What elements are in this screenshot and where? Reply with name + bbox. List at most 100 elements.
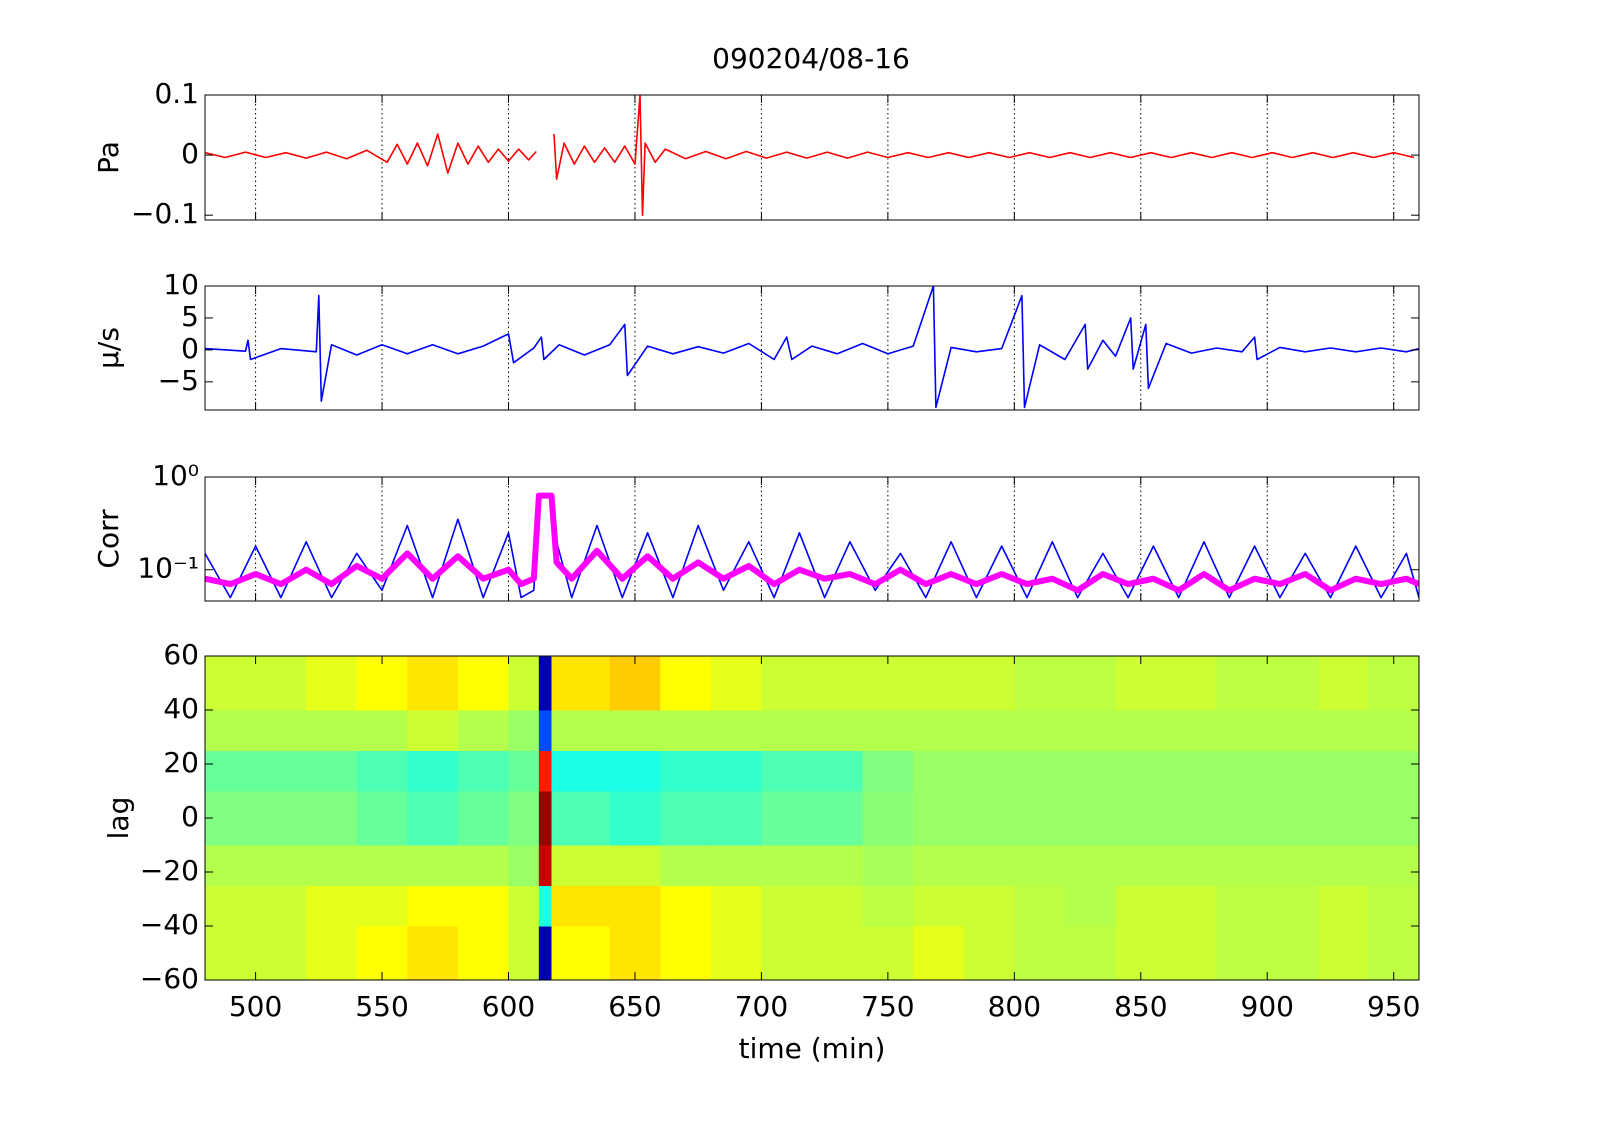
- heatmap-cell: [538, 750, 552, 792]
- heatmap-cell: [255, 885, 307, 927]
- heatmap-cell: [812, 885, 864, 927]
- heatmap-cell: [551, 656, 611, 711]
- heatmap-cell: [1064, 885, 1116, 927]
- heatmap-cell: [609, 845, 661, 886]
- heatmap-cell: [551, 791, 611, 846]
- y-tick-label: 40: [163, 692, 199, 725]
- heatmap-cell: [1064, 791, 1116, 846]
- heatmap-cell: [306, 656, 358, 711]
- heatmap-cell: [1064, 656, 1116, 711]
- y-tick-label: 0: [181, 137, 199, 170]
- heatmap-cell: [551, 885, 611, 927]
- y-tick-label: 0.1: [154, 77, 199, 110]
- heatmap-cell: [356, 750, 408, 792]
- heatmap-cell: [1317, 885, 1369, 927]
- heatmap-cell: [660, 885, 712, 927]
- heatmap-cell: [963, 710, 1015, 751]
- heatmap-cell: [205, 710, 257, 751]
- heatmap-cell: [255, 710, 307, 751]
- x-tick-label: 650: [608, 990, 661, 1023]
- heatmap-cell: [457, 710, 509, 751]
- heatmap-cell: [913, 926, 965, 981]
- heatmap-cell: [538, 926, 552, 981]
- heatmap-cell: [356, 656, 408, 711]
- heatmap-cell: [862, 926, 914, 981]
- heatmap-cell: [913, 750, 965, 792]
- heatmap-cell: [1115, 750, 1167, 792]
- heatmap-cell: [551, 750, 611, 792]
- heatmap-cell: [1166, 750, 1218, 792]
- heatmap-cell: [1368, 710, 1420, 751]
- heatmap-cell: [1115, 926, 1167, 981]
- heatmap-cell: [538, 791, 552, 846]
- x-tick-label: 850: [1114, 990, 1167, 1023]
- heatmap-cell: [761, 845, 813, 886]
- heatmap-cell: [508, 656, 540, 711]
- chart-title: 090204/08-16: [712, 42, 910, 75]
- heatmap-cell: [812, 656, 864, 711]
- heatmap-cell: [457, 750, 509, 792]
- heatmap-cell: [508, 845, 540, 886]
- heatmap-cell: [407, 750, 459, 792]
- heatmap-cell: [710, 791, 762, 846]
- heatmap-cell: [1317, 845, 1369, 886]
- heatmap-cell: [609, 885, 661, 927]
- heatmap-cell: [1014, 885, 1066, 927]
- heatmap-cell: [862, 845, 914, 886]
- heatmap-cell: [862, 750, 914, 792]
- heatmap-cell: [1166, 791, 1218, 846]
- heatmap-cell: [812, 710, 864, 751]
- heatmap-cell: [913, 710, 965, 751]
- x-tick-label: 800: [988, 990, 1041, 1023]
- heatmap-cell: [1267, 885, 1319, 927]
- heatmap-cell: [1166, 885, 1218, 927]
- heatmap-cell: [761, 791, 813, 846]
- heatmap-cell: [407, 656, 459, 711]
- heatmap-cell: [812, 845, 864, 886]
- heatmap-cell: [1115, 791, 1167, 846]
- y-axis-label: μ/s: [92, 327, 125, 369]
- heatmap-cell: [963, 885, 1015, 927]
- heatmap-cell: [407, 885, 459, 927]
- heatmap-cell: [1368, 926, 1420, 981]
- heatmap-cell: [1166, 926, 1218, 981]
- y-tick-label: 20: [163, 746, 199, 779]
- heatmap-cell: [306, 791, 358, 846]
- heatmap-cell: [812, 926, 864, 981]
- series-line: [205, 95, 1415, 216]
- heatmap-cell: [1267, 656, 1319, 711]
- heatmap-cell: [660, 926, 712, 981]
- y-tick-label: −20: [140, 854, 199, 887]
- y-tick-label: 60: [163, 638, 199, 671]
- heatmap-cell: [913, 791, 965, 846]
- heatmap-cell: [1368, 656, 1420, 711]
- heatmap-cell: [407, 926, 459, 981]
- heatmap-cell: [1064, 926, 1116, 981]
- heatmap-cell: [761, 926, 813, 981]
- heatmap-cell: [356, 885, 408, 927]
- axes-box: [204, 285, 1420, 411]
- heatmap-cell: [1014, 791, 1066, 846]
- x-tick-label: 950: [1367, 990, 1420, 1023]
- heatmap-cell: [1216, 750, 1268, 792]
- heatmap-cell: [1014, 656, 1066, 711]
- heatmap-cell: [660, 750, 712, 792]
- heatmap-cell: [963, 845, 1015, 886]
- heatmap-cell: [963, 926, 1015, 981]
- heatmap-cell: [538, 885, 552, 927]
- heatmap-cell: [710, 926, 762, 981]
- heatmap-cell: [457, 791, 509, 846]
- y-tick-label: 10⁻¹: [137, 552, 199, 585]
- heatmap-cell: [306, 710, 358, 751]
- heatmap-cell: [255, 656, 307, 711]
- heatmap-cell: [1317, 750, 1369, 792]
- heatmap-cell: [862, 710, 914, 751]
- heatmap-cell: [913, 845, 965, 886]
- heatmap-cell: [710, 750, 762, 792]
- heatmap-cell: [1368, 750, 1420, 792]
- heatmap-cell: [356, 710, 408, 751]
- heatmap-cell: [1216, 710, 1268, 751]
- heatmap-cell: [205, 885, 257, 927]
- heatmap-cell: [660, 656, 712, 711]
